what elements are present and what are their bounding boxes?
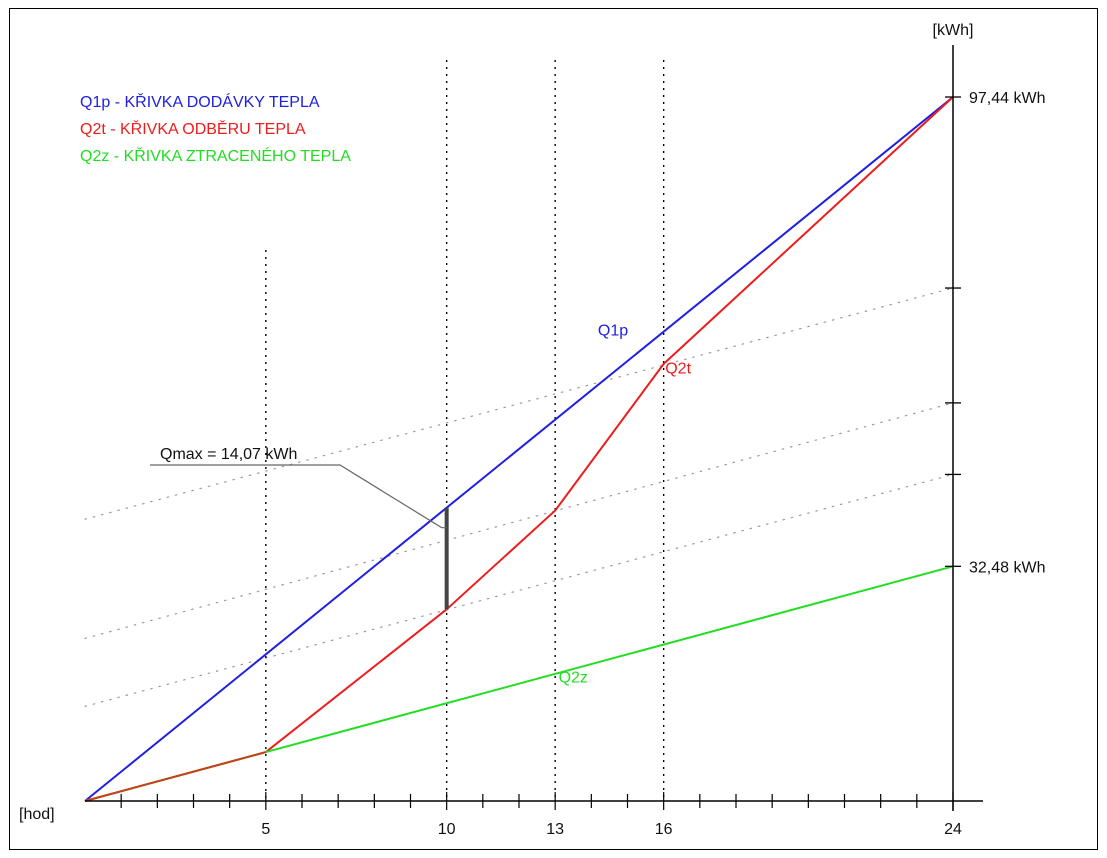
parallel-guide-line-3: [84, 473, 954, 707]
legend-entry-q2t: Q2t - KŘIVKA ODBĚRU TEPLA: [80, 119, 306, 138]
parallel-guide-line-2: [84, 402, 954, 640]
x-axis-label: [hod]: [19, 806, 55, 823]
label-layer: 97,44 kWh 32,48 kWh Q1p Q2t Q2z: [559, 90, 1046, 687]
value-label-2: 32,48 kWh: [969, 559, 1045, 576]
x-tick-label-13: 13: [546, 821, 564, 838]
axis-layer: [hod] [kWh] 5 10 13 16 24: [19, 22, 983, 838]
series-label-q2t: Q2t: [665, 360, 691, 377]
series-label-q1p: Q1p: [598, 323, 628, 340]
x-tick-label-5: 5: [261, 821, 270, 838]
qmax-label: Qmax = 14,07 kWh: [160, 446, 297, 463]
parallel-guide-line-1: [84, 287, 954, 520]
value-label-1: 97,44 kWh: [969, 90, 1045, 107]
x-tick-label-10: 10: [438, 821, 456, 838]
legend-entry-q2z: Q2z - KŘIVKA ZTRACENÉHO TEPLA: [80, 146, 351, 165]
qmax-annotation: Qmax = 14,07 kWh: [150, 446, 449, 610]
grid-layer: [84, 60, 954, 801]
overlap-segment: [84, 751, 267, 802]
chart-frame: [9, 8, 1098, 850]
series-label-q2z: Q2z: [559, 670, 588, 687]
y-axis-label: [kWh]: [933, 22, 974, 39]
legend: Q1p - KŘIVKA DODÁVKY TEPLA Q2t - KŘIVKA …: [80, 92, 351, 165]
legend-entry-q1p: Q1p - KŘIVKA DODÁVKY TEPLA: [80, 92, 320, 111]
x-tick-label-24: 24: [944, 821, 962, 838]
x-tick-label-16: 16: [655, 821, 673, 838]
series-line-q1p: [84, 96, 954, 802]
series-layer: [84, 96, 954, 802]
qmax-leader-line: [150, 464, 447, 529]
